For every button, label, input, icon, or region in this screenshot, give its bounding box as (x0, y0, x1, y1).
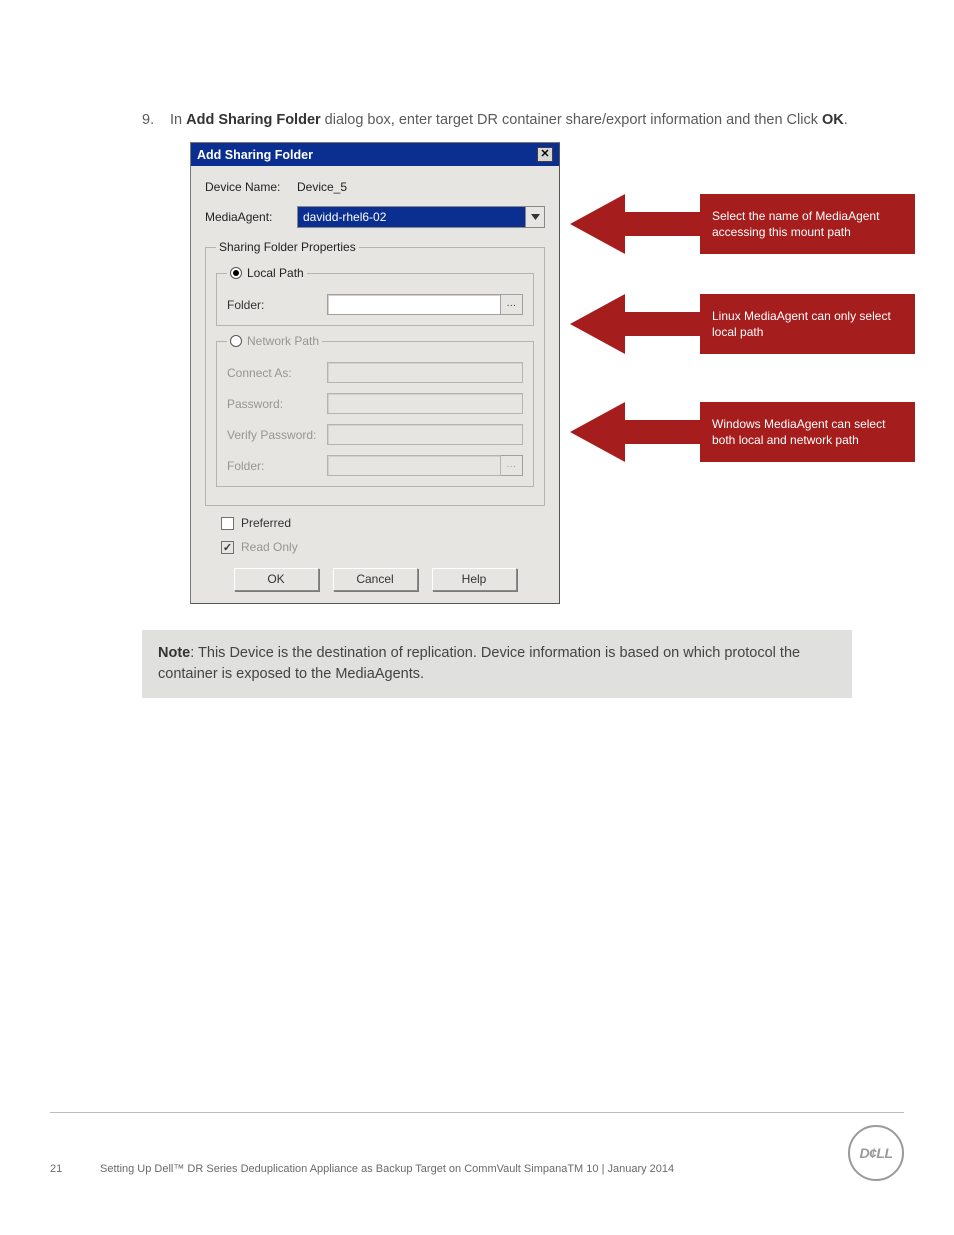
step-number: 9. (142, 110, 154, 130)
password-input (327, 393, 523, 414)
callout-text-2: Linux MediaAgent can only select local p… (700, 294, 915, 354)
network-path-radio[interactable] (230, 335, 242, 347)
callout-linux: Linux MediaAgent can only select local p… (570, 294, 915, 354)
step-instruction: 9. In Add Sharing Folder dialog box, ent… (170, 110, 864, 130)
network-path-label: Network Path (247, 334, 319, 348)
ok-button[interactable]: OK (234, 568, 319, 591)
connect-as-label: Connect As: (227, 366, 327, 380)
local-folder-browse-button[interactable]: … (501, 294, 523, 315)
device-name-value: Device_5 (297, 180, 347, 194)
callout-text-1: Select the name of MediaAgent accessing … (700, 194, 915, 254)
preferred-checkbox[interactable] (221, 517, 234, 530)
password-label: Password: (227, 397, 327, 411)
device-name-label: Device Name: (205, 180, 297, 194)
callout-text-3: Windows MediaAgent can select both local… (700, 402, 915, 462)
step-text-pre: In (170, 112, 186, 128)
local-path-label: Local Path (247, 266, 304, 280)
close-icon[interactable]: ✕ (537, 147, 553, 162)
add-sharing-folder-dialog: Add Sharing Folder ✕ Device Name: Device… (190, 142, 560, 604)
mediaagent-label: MediaAgent: (205, 210, 297, 224)
mediaagent-combo[interactable]: davidd-rhel6-02 (297, 206, 545, 228)
step-text-mid: dialog box, enter target DR container sh… (321, 112, 822, 128)
arrow-icon (570, 402, 625, 462)
connect-as-input (327, 362, 523, 383)
local-path-radio[interactable] (230, 267, 242, 279)
dialog-titlebar: Add Sharing Folder ✕ (191, 143, 559, 166)
page-number: 21 (50, 1163, 100, 1175)
arrow-icon (570, 294, 625, 354)
verify-password-input (327, 424, 523, 445)
sharing-folder-properties-group: Sharing Folder Properties Local Path Fol… (205, 240, 545, 506)
note-text: : This Device is the destination of repl… (158, 645, 800, 682)
network-path-group: Network Path Connect As: Password: Verif… (216, 334, 534, 487)
step-bold-1: Add Sharing Folder (186, 112, 321, 128)
arrow-tail (625, 420, 700, 444)
network-folder-label: Folder: (227, 459, 327, 473)
note-label: Note (158, 645, 190, 661)
local-path-group: Local Path Folder: … (216, 266, 534, 326)
chevron-down-icon[interactable] (525, 206, 545, 228)
local-folder-label: Folder: (227, 298, 327, 312)
step-text-end: . (844, 112, 848, 128)
group-legend: Sharing Folder Properties (216, 240, 359, 254)
cancel-button[interactable]: Cancel (333, 568, 418, 591)
network-folder-browse-button: … (501, 455, 523, 476)
help-button[interactable]: Help (432, 568, 517, 591)
readonly-checkbox: ✓ (221, 541, 234, 554)
step-bold-2: OK (822, 112, 844, 128)
dialog-title: Add Sharing Folder (197, 148, 313, 162)
note-box: Note: This Device is the destination of … (142, 630, 852, 698)
callout-windows: Windows MediaAgent can select both local… (570, 402, 915, 462)
page-footer: 21 Setting Up Dell™ DR Series Deduplicat… (50, 1112, 904, 1175)
mediaagent-value: davidd-rhel6-02 (297, 206, 525, 228)
local-folder-input[interactable] (327, 294, 501, 315)
footer-text: Setting Up Dell™ DR Series Deduplication… (100, 1163, 674, 1175)
arrow-tail (625, 212, 700, 236)
preferred-label: Preferred (241, 516, 291, 530)
callout-mediaagent: Select the name of MediaAgent accessing … (570, 194, 915, 254)
dell-logo-icon: D¢LL (848, 1125, 904, 1181)
verify-password-label: Verify Password: (227, 428, 327, 442)
network-folder-input (327, 455, 501, 476)
arrow-tail (625, 312, 700, 336)
arrow-icon (570, 194, 625, 254)
readonly-label: Read Only (241, 540, 298, 554)
